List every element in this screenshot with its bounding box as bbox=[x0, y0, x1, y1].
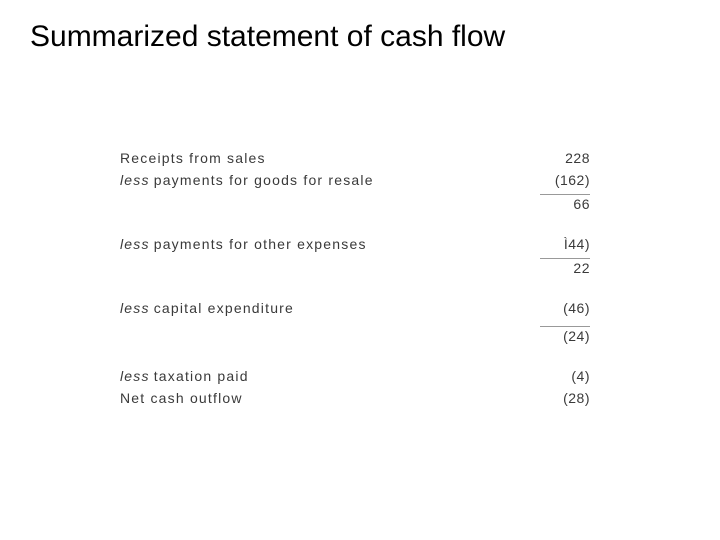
label-prefix: less bbox=[120, 172, 150, 188]
subtotal-value: 66 bbox=[540, 194, 590, 212]
cash-flow-table: Receipts from sales 228 less payments fo… bbox=[120, 150, 590, 412]
table-row: Net cash outflow (28) bbox=[120, 390, 590, 412]
subtotal-row: 22 bbox=[120, 258, 590, 280]
table-row: less payments for goods for resale (162) bbox=[120, 172, 590, 194]
row-label: Receipts from sales bbox=[120, 150, 266, 166]
row-value: 228 bbox=[540, 150, 590, 166]
row-label: less capital expenditure bbox=[120, 300, 294, 316]
subtotal-value: 22 bbox=[540, 258, 590, 276]
row-value: (4) bbox=[540, 368, 590, 384]
subtotal-value: (24) bbox=[540, 326, 590, 344]
row-value: (162) bbox=[540, 172, 590, 188]
row-label: Net cash outflow bbox=[120, 390, 243, 406]
row-value: (46) bbox=[540, 300, 590, 316]
subtotal-row: (24) bbox=[120, 326, 590, 348]
label-text: payments for goods for resale bbox=[154, 172, 374, 188]
table-row: less capital expenditure (46) bbox=[120, 300, 590, 322]
subtotal-row: 66 bbox=[120, 194, 590, 216]
row-value: Ì44) bbox=[540, 236, 590, 252]
row-label: less payments for other expenses bbox=[120, 236, 367, 252]
label-prefix: less bbox=[120, 368, 150, 384]
page-title: Summarized statement of cash flow bbox=[30, 20, 505, 54]
label-text: Net cash outflow bbox=[120, 390, 243, 406]
label-text: taxation paid bbox=[154, 368, 249, 384]
table-row: less taxation paid (4) bbox=[120, 368, 590, 390]
table-row: Receipts from sales 228 bbox=[120, 150, 590, 172]
table-row: less payments for other expenses Ì44) bbox=[120, 236, 590, 258]
label-text: capital expenditure bbox=[154, 300, 294, 316]
row-label: less payments for goods for resale bbox=[120, 172, 374, 188]
row-label: less taxation paid bbox=[120, 368, 249, 384]
row-value: (28) bbox=[540, 390, 590, 406]
label-prefix: less bbox=[120, 236, 150, 252]
label-text: payments for other expenses bbox=[154, 236, 367, 252]
label-prefix: less bbox=[120, 300, 150, 316]
label-text: Receipts from sales bbox=[120, 150, 266, 166]
